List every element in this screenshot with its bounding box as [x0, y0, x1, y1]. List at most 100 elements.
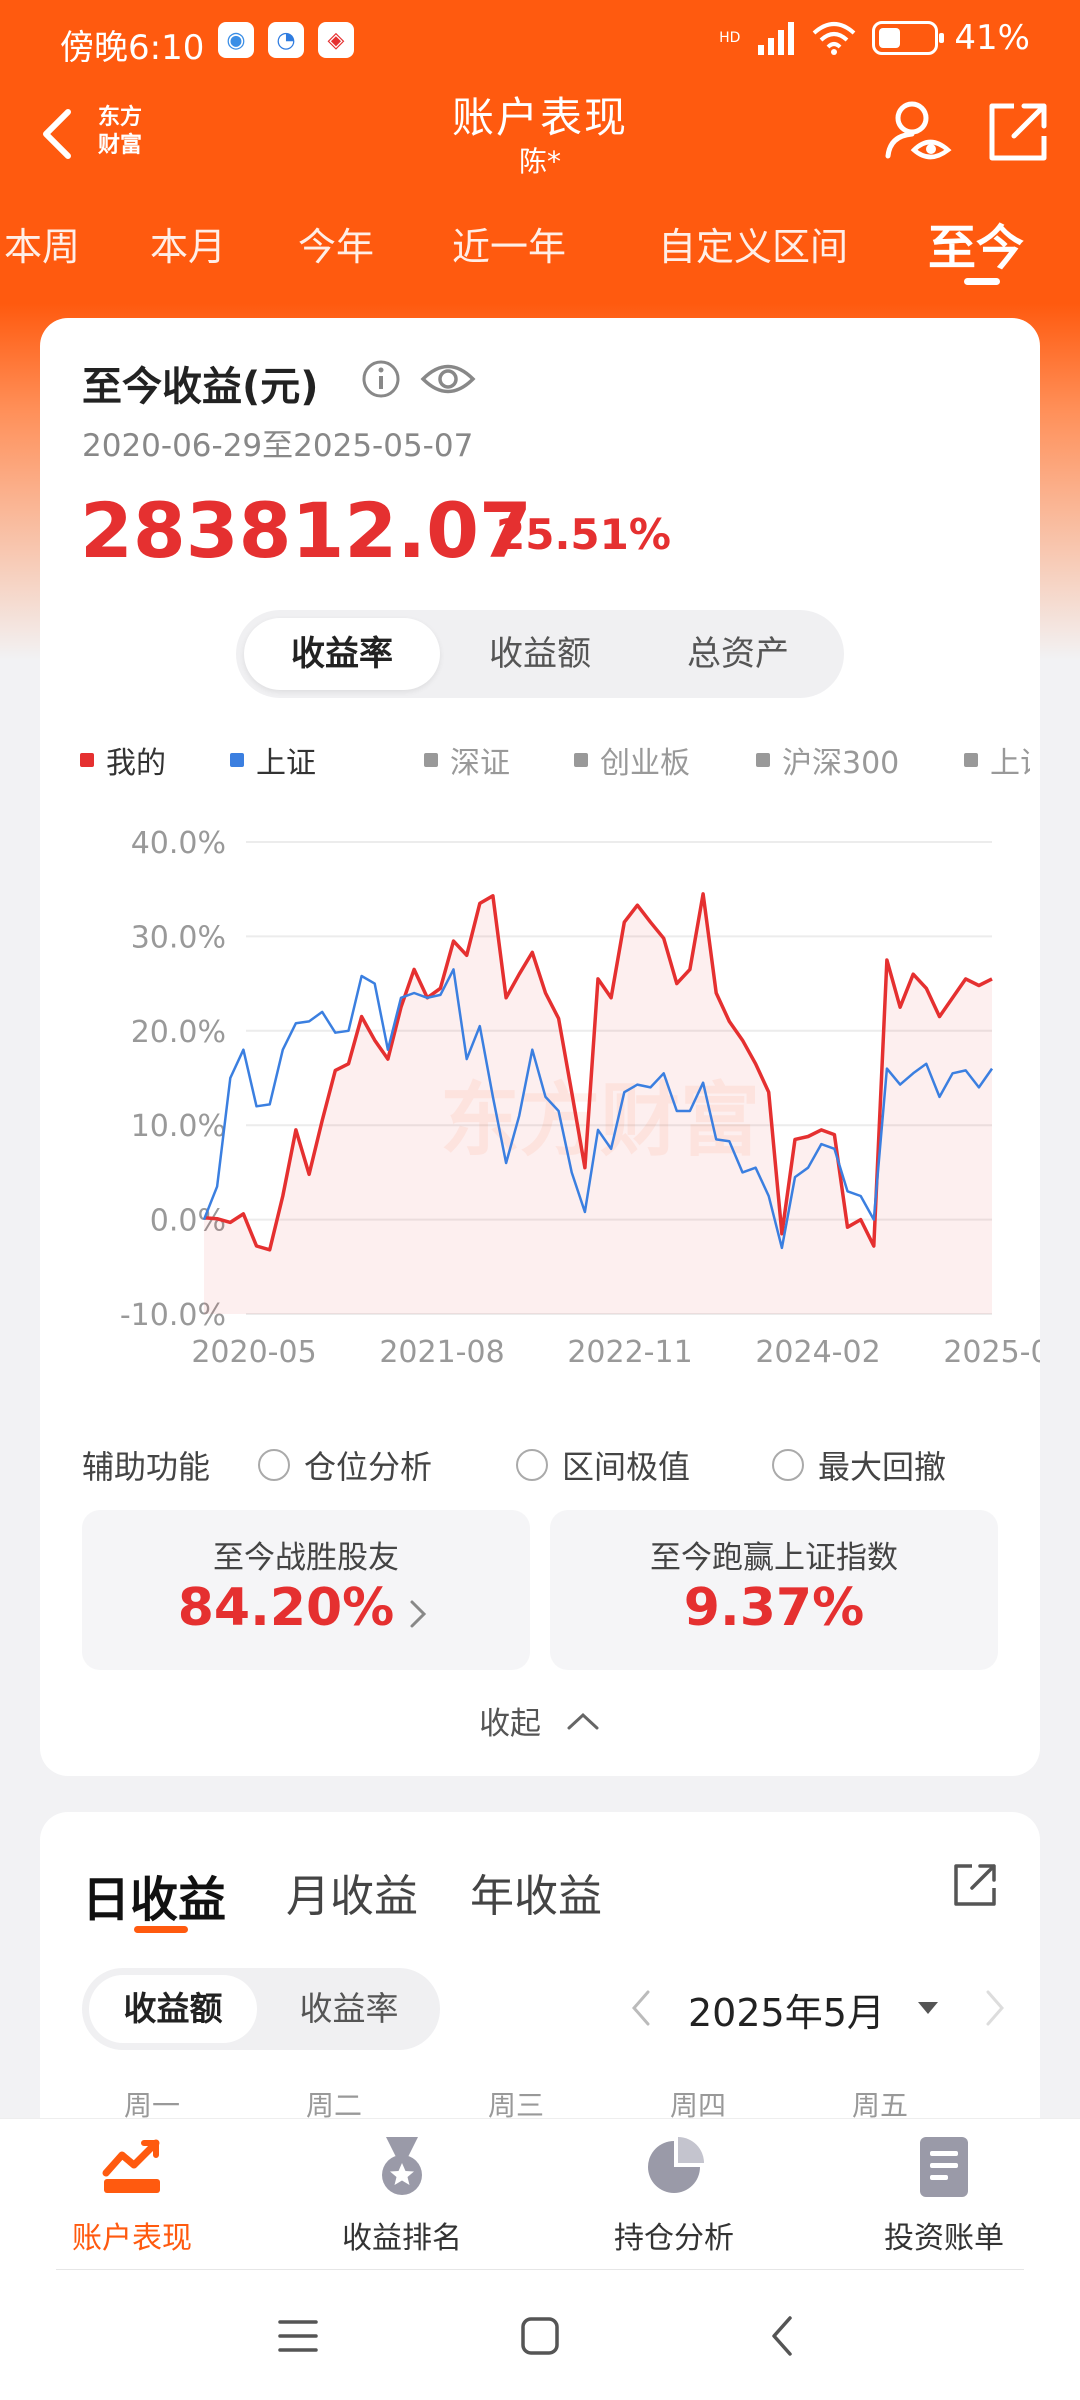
weekday-label: 周一	[123, 2089, 180, 2122]
aux-label: 辅助功能	[82, 1448, 211, 1486]
returns-title: 至今收益(元)	[82, 364, 319, 410]
back-icon[interactable]	[762, 2314, 806, 2358]
tab-yearly-returns[interactable]: 年收益	[470, 1871, 602, 1922]
tab-last-year[interactable]: 近一年	[452, 225, 567, 269]
radio-button[interactable]	[516, 1449, 548, 1481]
weekday-label: 周二	[305, 2089, 362, 2122]
status-right: HD 41%	[719, 18, 1030, 58]
tab-daily-returns[interactable]: 日收益	[82, 1872, 227, 1928]
menu-icon[interactable]	[276, 2314, 320, 2358]
legend-item-csi300[interactable]: 沪深300	[756, 738, 899, 782]
date-range: 2020-06-29至2025-05-07	[82, 428, 474, 464]
collapse-button[interactable]: 收起	[40, 1698, 1040, 1743]
legend-label: 我的	[106, 746, 166, 781]
home-icon[interactable]	[518, 2314, 562, 2358]
app-header: 东方 财富 账户表现 陈*	[0, 84, 1080, 190]
legend-swatch	[574, 753, 588, 767]
info-icon[interactable]	[360, 358, 402, 400]
export-icon[interactable]	[950, 1860, 1000, 1910]
back-arrow-icon[interactable]	[34, 104, 84, 164]
nav-label: 收益排名	[342, 2221, 462, 2256]
total-return-rate: 25.51%	[496, 510, 671, 559]
y-tick-label: 10.0%	[131, 1109, 226, 1144]
chevron-right-icon[interactable]	[980, 1984, 1010, 2032]
collapse-label: 收起	[479, 1706, 542, 1742]
red-app-icon: ◈	[318, 22, 354, 58]
return-line-chart[interactable]: 40.0% 30.0% 20.0% 10.0% 0.0% -10.0% 东方财富 2020-0…	[80, 818, 1040, 1378]
eye-icon[interactable]	[420, 356, 476, 402]
toggle-rate[interactable]: 收益率	[299, 1989, 399, 2028]
nav-label: 持仓分析	[614, 2221, 734, 2256]
battery-level	[879, 28, 901, 48]
chart-legend: 我的 上证 深证 创业板 沪深300 上证50	[80, 738, 1030, 788]
aux-option-label: 最大回撤	[818, 1448, 947, 1486]
legend-swatch	[230, 753, 244, 767]
daily-metric-toggle: 收益额 收益率	[82, 1968, 440, 2050]
period-tabs: 本周 本月 今年 近一年 自定义区间 至今	[0, 208, 1080, 288]
x-tick-label: 2025-05	[943, 1335, 1040, 1370]
chevron-up-icon	[567, 1712, 599, 1730]
aux-range-extremes[interactable]: 区间极值	[516, 1442, 690, 1488]
battery-cap	[939, 33, 945, 43]
y-tick-label: 0.0%	[150, 1204, 226, 1239]
series-area	[204, 893, 992, 1314]
legend-item-sse50[interactable]: 上证50	[964, 738, 1030, 782]
stat-label: 至今跑赢上证指数	[650, 1540, 898, 1576]
tab-this-week[interactable]: 本周	[4, 225, 81, 269]
medal-icon	[382, 2137, 422, 2195]
aux-position-analysis[interactable]: 仓位分析	[258, 1442, 432, 1488]
y-tick-label: 20.0%	[131, 1015, 226, 1050]
battery-icon	[872, 21, 945, 55]
status-time: 傍晚6:10	[60, 28, 205, 68]
stat-label: 至今战胜股友	[213, 1540, 399, 1576]
legend-label: 创业板	[600, 746, 690, 781]
y-tick-label: 30.0%	[131, 920, 226, 955]
share-icon[interactable]	[986, 100, 1050, 164]
chevron-left-icon[interactable]	[626, 1984, 656, 2032]
month-selector[interactable]: 2025年5月	[688, 1991, 885, 2035]
nav-account-performance[interactable]: 账户表现	[32, 2133, 232, 2257]
beat-peers-stat[interactable]: 至今战胜股友 84.20%	[82, 1510, 530, 1670]
aux-option-label: 仓位分析	[304, 1448, 433, 1486]
battery-percent: 41%	[954, 18, 1030, 58]
status-bar: 傍晚6:10 ◉ ◔ ◈ HD 41%	[0, 0, 1080, 84]
nav-holdings-analysis[interactable]: 持仓分析	[574, 2133, 774, 2257]
metric-toggle: 收益率 收益额 总资产	[236, 610, 844, 698]
series-line-mine	[203, 892, 993, 1252]
tab-active-indicator	[964, 278, 1000, 285]
aux-functions: 辅助功能 仓位分析 区间极值 最大回撤	[82, 1436, 1022, 1486]
toggle-total-assets[interactable]: 总资产	[687, 634, 789, 674]
tab-custom-range[interactable]: 自定义区间	[658, 225, 849, 269]
nav-return-ranking[interactable]: 收益排名	[302, 2133, 502, 2257]
legend-item-chinext[interactable]: 创业板	[574, 738, 690, 782]
x-tick-label: 2021-08	[379, 1335, 504, 1370]
y-tick-label: 40.0%	[131, 826, 226, 861]
network-label: HD	[719, 30, 741, 46]
tab-since-inception[interactable]: 至今	[928, 220, 1025, 276]
weekday-label: 周四	[669, 2089, 726, 2122]
toggle-return-rate[interactable]: 收益率	[244, 618, 440, 690]
radio-button[interactable]	[258, 1449, 290, 1481]
legend-item-mine[interactable]: 我的	[80, 738, 166, 782]
nav-investment-bill[interactable]: 投资账单	[844, 2133, 1044, 2257]
legend-item-shanghai[interactable]: 上证	[230, 738, 316, 782]
legend-swatch	[756, 753, 770, 767]
toggle-amount[interactable]: 收益额	[89, 1975, 257, 2043]
legend-label: 沪深300	[782, 746, 900, 781]
tab-this-month[interactable]: 本月	[150, 225, 227, 269]
toggle-return-amount[interactable]: 收益额	[489, 634, 591, 674]
signal-icon	[758, 22, 795, 55]
tab-this-year[interactable]: 今年	[298, 225, 375, 269]
x-tick-label: 2020-05	[191, 1335, 316, 1370]
total-return-amount: 283812.07	[80, 486, 532, 575]
legend-item-shenzhen[interactable]: 深证	[424, 738, 510, 782]
caret-down-icon[interactable]	[916, 2000, 940, 2016]
aux-max-drawdown[interactable]: 最大回撤	[772, 1442, 946, 1488]
legend-swatch	[424, 753, 438, 767]
user-view-icon[interactable]	[882, 98, 952, 168]
tab-monthly-returns[interactable]: 月收益	[286, 1871, 418, 1922]
legend-label: 深证	[450, 746, 510, 781]
radio-button[interactable]	[772, 1449, 804, 1481]
tab-active-indicator	[134, 1926, 188, 1933]
cloud-app-icon: ◉	[218, 22, 254, 58]
